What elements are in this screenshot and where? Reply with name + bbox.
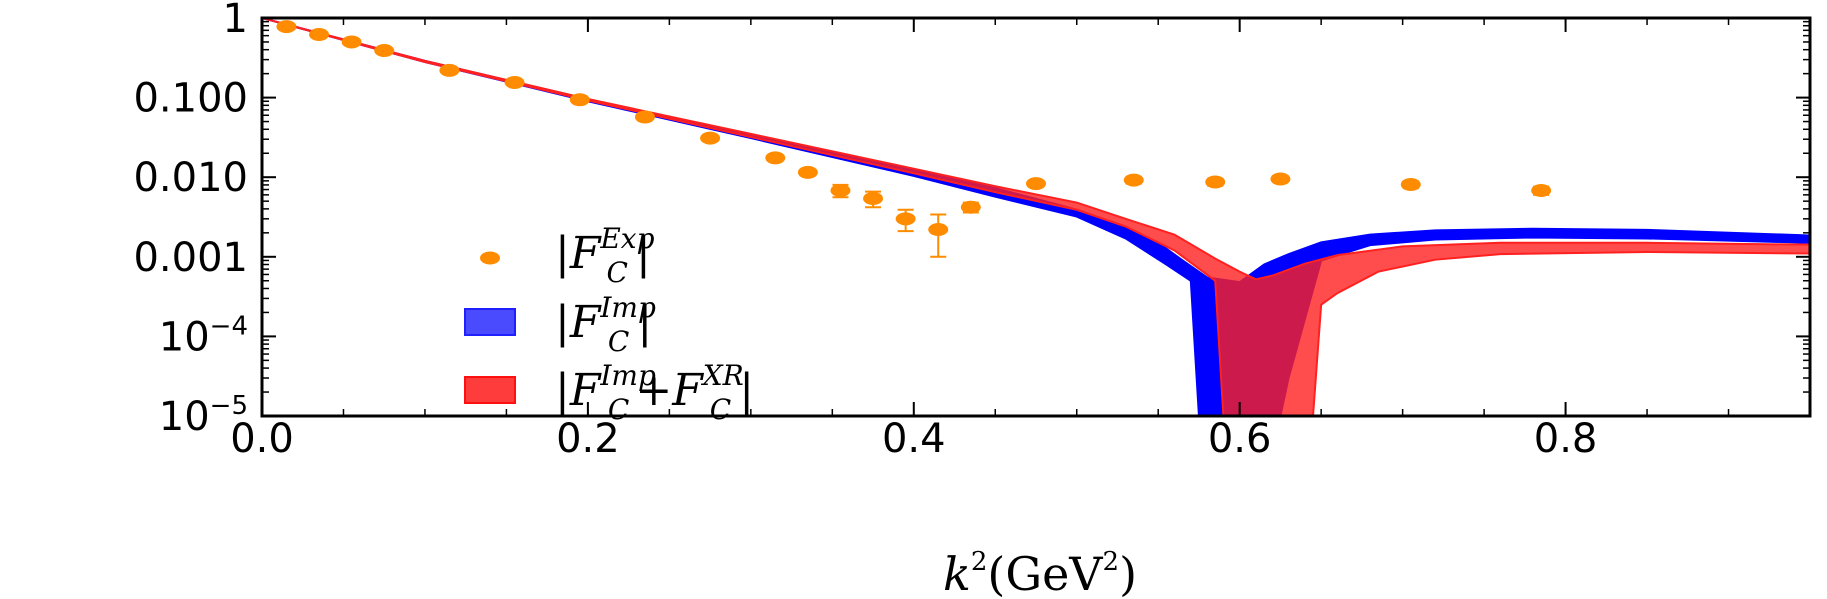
data-point: [1400, 177, 1421, 191]
point-marker: [700, 131, 721, 145]
data-point: [830, 183, 851, 199]
data-point: [895, 208, 916, 233]
legend-label: |FImp C |: [555, 291, 656, 358]
band-imp_xr: [262, 18, 1810, 416]
point-marker: [504, 75, 525, 89]
data-point: [569, 93, 590, 107]
data-point: [439, 63, 460, 77]
legend-label: |FImp C +FXR C |: [555, 359, 754, 426]
y-tick-label: 0.010: [133, 155, 248, 201]
point-marker: [1026, 177, 1046, 191]
data-point: [374, 44, 395, 58]
data-point: [700, 131, 721, 145]
x-label-unit-exp: 2: [1103, 547, 1120, 577]
point-marker: [928, 223, 949, 237]
plot-frame: [260, 16, 1812, 418]
x-ticks: 0.0 0.2 0.4 0.6 0.8: [230, 18, 1811, 462]
data-point: [634, 110, 655, 124]
data-point: [1270, 172, 1291, 186]
points-layer: [276, 20, 1552, 258]
point-marker: [863, 192, 884, 206]
point-marker: [830, 184, 851, 198]
point-marker: [765, 151, 786, 165]
data-point: [797, 165, 818, 179]
data-point: [765, 151, 786, 165]
point-marker: [374, 44, 395, 58]
x-tick-label: 0.0: [230, 416, 294, 462]
data-point: [1026, 177, 1046, 191]
point-marker: [439, 63, 460, 77]
point-marker: [1400, 177, 1421, 191]
legend-entry-exp: |FExp C |: [480, 222, 655, 289]
y-tick-label: 0.001: [133, 235, 248, 281]
legend-entry-imp: |FImp C |: [464, 291, 656, 358]
point-marker: [1270, 172, 1291, 186]
data-point: [863, 190, 884, 209]
point-marker: [634, 110, 655, 124]
point-marker: [569, 93, 590, 107]
point-marker: [1123, 173, 1144, 187]
point-marker: [1205, 175, 1226, 189]
point-marker: [797, 165, 818, 179]
y-tick-label: 10−4: [159, 311, 248, 360]
point-marker: [276, 20, 297, 34]
y-tick-label: 10−5: [159, 391, 248, 440]
legend-swatch-icon: [464, 376, 516, 404]
x-axis-label: k2(GeV2): [943, 547, 1137, 599]
data-point: [928, 213, 949, 258]
data-point: [309, 28, 330, 42]
legend: |FExp C ||FImp C ||FImp C +FXR C |: [464, 222, 754, 426]
data-point: [1531, 184, 1552, 198]
x-tick-label: 0.8: [1534, 416, 1598, 462]
y-tick-label: 0.100: [133, 76, 248, 122]
x-label-close: ): [1119, 547, 1137, 599]
y-tick-label: 1: [223, 0, 248, 42]
x-tick-label: 0.4: [882, 416, 946, 462]
point-marker: [1531, 184, 1552, 198]
data-point: [960, 200, 981, 214]
data-point: [1205, 175, 1226, 189]
point-marker: [309, 28, 330, 42]
x-tick-label: 0.2: [556, 416, 620, 462]
y-ticks: 1 0.100 0.010 0.001 10−4 10−5: [133, 0, 1810, 440]
legend-entry-imp_xr: |FImp C +FXR C |: [464, 359, 754, 426]
point-marker: [341, 35, 362, 49]
x-label-exp: 2: [971, 547, 988, 577]
x-tick-label: 0.6: [1208, 416, 1272, 462]
data-point: [341, 35, 362, 49]
data-point: [1123, 173, 1144, 187]
legend-label: |FExp C |: [555, 222, 655, 289]
legend-dot-icon: [480, 251, 500, 265]
bands-layer: [262, 18, 1810, 416]
point-marker: [895, 212, 916, 226]
data-point: [504, 75, 525, 89]
x-label-unit: (GeV: [987, 547, 1103, 599]
legend-swatch-icon: [464, 308, 516, 336]
data-point: [276, 20, 297, 34]
x-label-base: k: [943, 547, 971, 599]
point-marker: [960, 200, 981, 214]
